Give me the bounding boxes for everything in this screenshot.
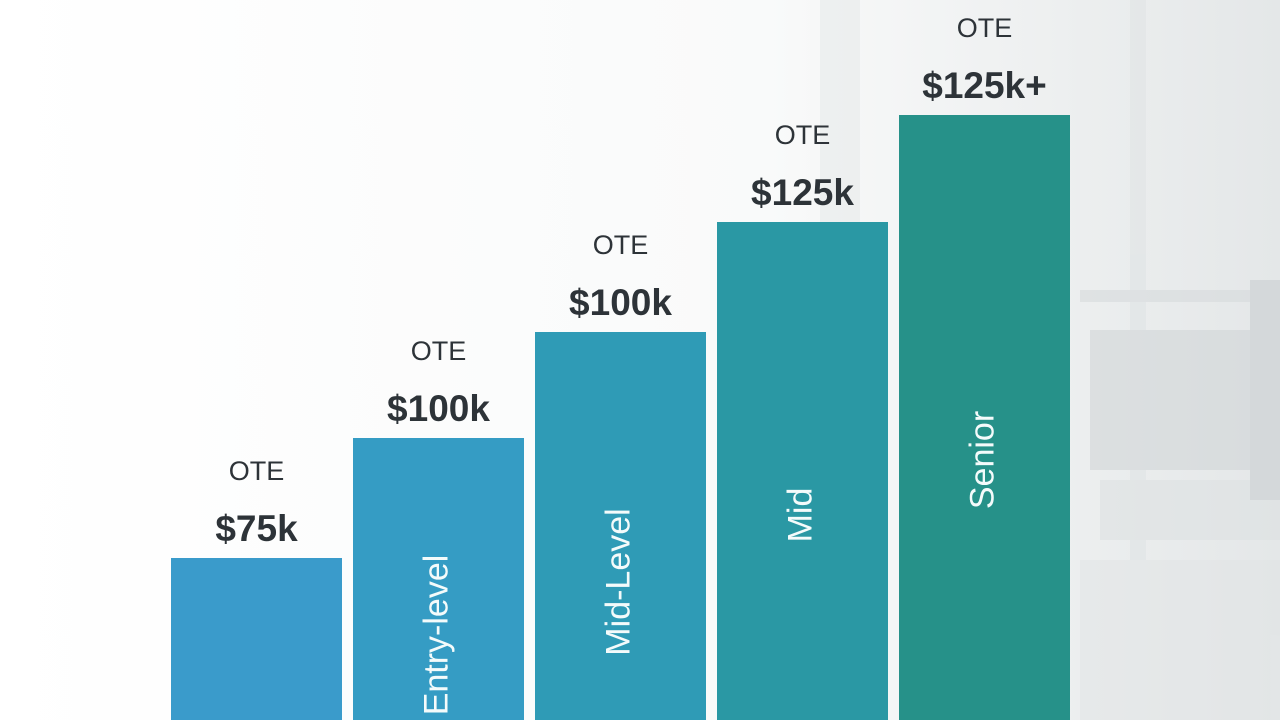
step-level: Mid bbox=[781, 488, 819, 543]
step-caption: OTE bbox=[957, 13, 1013, 43]
step-caption: OTE bbox=[775, 120, 831, 150]
step-amount: $100k bbox=[387, 388, 490, 429]
step-bar bbox=[353, 438, 524, 720]
step-caption: OTE bbox=[229, 456, 285, 486]
step-caption: OTE bbox=[411, 336, 467, 366]
step-bar bbox=[535, 332, 706, 720]
step-bar bbox=[899, 115, 1070, 720]
step-amount: $75k bbox=[215, 508, 298, 549]
step-amount: $125k+ bbox=[922, 65, 1047, 106]
step-level: Entry-level bbox=[417, 555, 455, 716]
step-bar bbox=[171, 558, 342, 720]
step-amount: $125k bbox=[751, 172, 854, 213]
step-amount: $100k bbox=[569, 282, 672, 323]
step-bar bbox=[717, 222, 888, 720]
step-caption: OTE bbox=[593, 230, 649, 260]
step-level: Mid-Level bbox=[599, 508, 637, 655]
steps: OTE $75k OTE $100k Entry-level OTE $100k Mid-Le… bbox=[171, 13, 1070, 720]
step-level: Senior bbox=[963, 411, 1001, 509]
